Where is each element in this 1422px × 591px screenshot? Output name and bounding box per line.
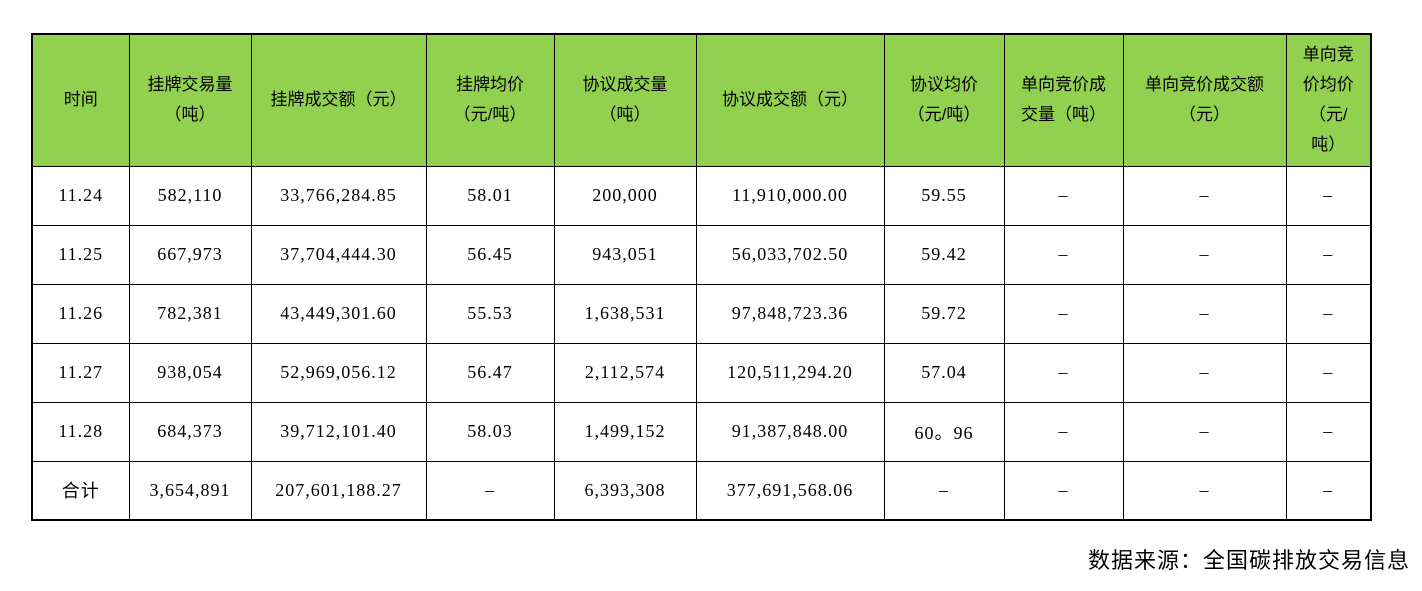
column-header-3: 挂牌成交额（元）	[250, 33, 427, 167]
table-cell: –	[1122, 283, 1287, 344]
table-cell: 667,973	[128, 224, 252, 285]
column-header-4: 挂牌均价 （元/吨）	[425, 33, 555, 167]
table-cell: 56,033,702.50	[695, 224, 885, 285]
table-cell: 3,654,891	[128, 460, 252, 521]
table-cell: –	[1003, 224, 1124, 285]
table-cell: –	[1285, 401, 1372, 462]
table-cell: 55.53	[425, 283, 555, 344]
row-label: 11.24	[31, 165, 130, 226]
column-header-1: 时间	[31, 33, 130, 167]
table-body: 11.24 582,110 33,766,284.85 58.01 200,000 11,…	[31, 165, 1372, 521]
column-header-5: 协议成交量 （吨）	[553, 33, 697, 167]
row-label: 11.27	[31, 342, 130, 403]
table-cell: –	[1285, 283, 1372, 344]
row-label: 11.25	[31, 224, 130, 285]
table-header-row: 时间 挂牌交易量 （吨） 挂牌成交额（元） 挂牌均价 （元/吨） 协议成交量 （吨） 协议…	[31, 33, 1372, 167]
row-label: 11.28	[31, 401, 130, 462]
table-cell: 782,381	[128, 283, 252, 344]
table-row: 11.25 667,973 37,704,444.30 56.45 943,051 56,…	[31, 224, 1372, 285]
table-header: 时间 挂牌交易量 （吨） 挂牌成交额（元） 挂牌均价 （元/吨） 协议成交量 （吨） 协议…	[31, 33, 1372, 167]
table-cell: –	[1003, 401, 1124, 462]
table-cell: 43,449,301.60	[250, 283, 427, 344]
table-cell: –	[1122, 224, 1287, 285]
table-cell: 91,387,848.00	[695, 401, 885, 462]
table-cell: 207,601,188.27	[250, 460, 427, 521]
table-cell: 582,110	[128, 165, 252, 226]
table-cell: 938,054	[128, 342, 252, 403]
table-cell: 56.47	[425, 342, 555, 403]
table-cell: 11,910,000.00	[695, 165, 885, 226]
table-cell: 59.72	[883, 283, 1005, 344]
table-cell: 60。96	[883, 401, 1005, 462]
table-cell: 39,712,101.40	[250, 401, 427, 462]
table-row: 11.26 782,381 43,449,301.60 55.53 1,638,531 9…	[31, 283, 1372, 344]
table-cell: –	[1285, 165, 1372, 226]
table-cell: –	[1122, 401, 1287, 462]
table-cell: 120,511,294.20	[695, 342, 885, 403]
table-row: 11.27 938,054 52,969,056.12 56.47 2,112,574 1…	[31, 342, 1372, 403]
table-row: 11.24 582,110 33,766,284.85 58.01 200,000 11,…	[31, 165, 1372, 226]
table-cell: 1,499,152	[553, 401, 697, 462]
table-cell: 58.03	[425, 401, 555, 462]
data-source-note: 数据来源：全国碳排放交易信息	[1087, 548, 1410, 573]
table-cell: 56.45	[425, 224, 555, 285]
table-cell: 57.04	[883, 342, 1005, 403]
carbon-trading-data-table: 时间 挂牌交易量 （吨） 挂牌成交额（元） 挂牌均价 （元/吨） 协议成交量 （吨） 协议…	[31, 33, 1372, 521]
column-header-6: 协议成交额（元）	[695, 33, 885, 167]
table-cell: –	[1003, 460, 1124, 521]
column-header-2: 挂牌交易量 （吨）	[128, 33, 252, 167]
table-cell: –	[1003, 283, 1124, 344]
table-cell: 684,373	[128, 401, 252, 462]
table-cell: –	[883, 460, 1005, 521]
table-cell: 1,638,531	[553, 283, 697, 344]
column-header-7: 协议均价 （元/吨）	[883, 33, 1005, 167]
column-header-10: 单向竞 价均价 （元/ 吨）	[1285, 33, 1372, 167]
row-label: 合计	[31, 460, 130, 521]
total-row: 合计 3,654,891 207,601,188.27–6,393,308 377,6…	[31, 460, 1372, 521]
table-cell: –	[1122, 165, 1287, 226]
table-cell: 2,112,574	[553, 342, 697, 403]
table-row: 11.28 684,373 39,712,101.40 58.03 1,499,152 9…	[31, 401, 1372, 462]
table-cell: 58.01	[425, 165, 555, 226]
table-cell: 200,000	[553, 165, 697, 226]
table-cell: –	[425, 460, 555, 521]
table-cell: 33,766,284.85	[250, 165, 427, 226]
table-cell: –	[1122, 460, 1287, 521]
row-label: 11.26	[31, 283, 130, 344]
table-cell: –	[1003, 342, 1124, 403]
column-header-8: 单向竞价成 交量（吨）	[1003, 33, 1124, 167]
table-cell: 59.42	[883, 224, 1005, 285]
table-cell: 943,051	[553, 224, 697, 285]
table-cell: –	[1285, 342, 1372, 403]
table-cell: 37,704,444.30	[250, 224, 427, 285]
table-cell: –	[1285, 224, 1372, 285]
table-cell: –	[1285, 460, 1372, 521]
table-cell: 6,393,308	[553, 460, 697, 521]
table-cell: –	[1003, 165, 1124, 226]
table-cell: 52,969,056.12	[250, 342, 427, 403]
column-header-9: 单向竞价成交额 （元）	[1122, 33, 1287, 167]
table-cell: –	[1122, 342, 1287, 403]
table-cell: 97,848,723.36	[695, 283, 885, 344]
table-cell: 377,691,568.06	[695, 460, 885, 521]
table-cell: 59.55	[883, 165, 1005, 226]
